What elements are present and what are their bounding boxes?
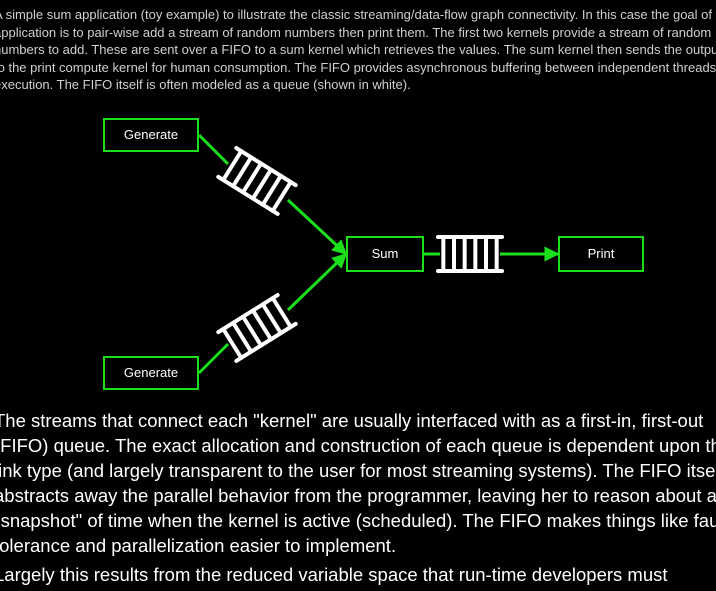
node-sum: Sum (346, 236, 424, 272)
node-gen1: Generate (103, 118, 199, 152)
node-print: Print (558, 236, 644, 272)
fifo-icon (218, 148, 295, 214)
fifo-icon (218, 295, 295, 361)
fifo-icon (438, 237, 502, 271)
figure-caption: A simple sum application (toy example) t… (0, 0, 716, 94)
body-paragraph-1: The streams that connect each "kernel" a… (0, 409, 716, 559)
diagram: Generate Generate Sum Print (0, 106, 716, 401)
body-text: The streams that connect each "kernel" a… (0, 401, 716, 588)
body-paragraph-2-fragment: Largely this results from the reduced va… (0, 563, 716, 588)
node-gen2: Generate (103, 356, 199, 390)
